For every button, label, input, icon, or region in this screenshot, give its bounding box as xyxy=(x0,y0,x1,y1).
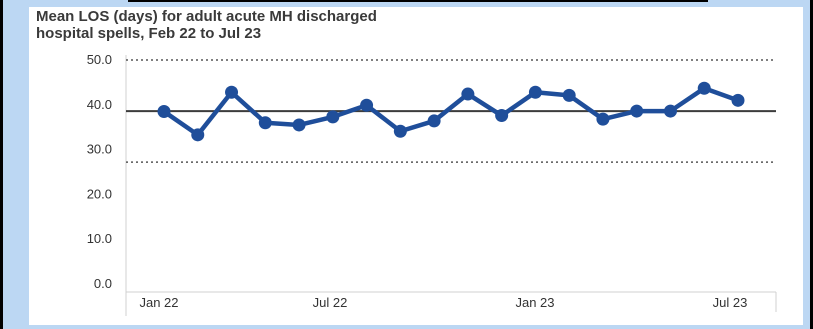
data-point xyxy=(697,81,711,95)
data-point xyxy=(495,109,509,123)
data-point xyxy=(157,105,171,119)
x-tick-label: Jan 23 xyxy=(515,295,554,310)
y-tick-label: 10.0 xyxy=(87,231,112,246)
x-tick-label: Jul 22 xyxy=(313,295,348,310)
x-tick-labels: Jan 22 Jul 22 Jan 23 Jul 23 xyxy=(139,295,747,310)
data-point xyxy=(225,85,239,99)
y-tick-labels: 0.0 10.0 20.0 30.0 40.0 50.0 xyxy=(87,52,112,291)
control-limits xyxy=(126,59,776,163)
data-point xyxy=(461,87,475,101)
chart-title-line1: Mean LOS (days) for adult acute MH disch… xyxy=(36,8,377,25)
y-tick-label: 0.0 xyxy=(94,276,112,291)
series-layer xyxy=(157,81,745,142)
y-tick-label: 30.0 xyxy=(87,142,112,157)
y-tick-label: 50.0 xyxy=(87,52,112,67)
data-point xyxy=(731,93,745,107)
x-tick-label: Jan 22 xyxy=(139,295,178,310)
header-rule xyxy=(128,0,708,2)
chart-title-line2: hospital spells, Feb 22 to Jul 23 xyxy=(36,25,262,42)
data-point xyxy=(360,98,374,112)
y-tick-label: 40.0 xyxy=(87,97,112,112)
data-point xyxy=(630,104,644,118)
data-point xyxy=(191,128,205,142)
data-point xyxy=(427,114,441,128)
data-point xyxy=(596,112,610,126)
chart-title: Mean LOS (days) for adult acute MH disch… xyxy=(36,8,377,42)
data-point xyxy=(663,104,677,118)
data-point xyxy=(292,118,306,132)
data-point xyxy=(562,88,576,102)
data-point xyxy=(258,116,272,130)
data-point xyxy=(528,85,542,99)
data-point xyxy=(326,110,340,124)
y-tick-label: 20.0 xyxy=(87,186,112,201)
data-point xyxy=(393,124,407,138)
x-tick-label: Jul 23 xyxy=(713,295,748,310)
chart-axes xyxy=(125,55,777,316)
